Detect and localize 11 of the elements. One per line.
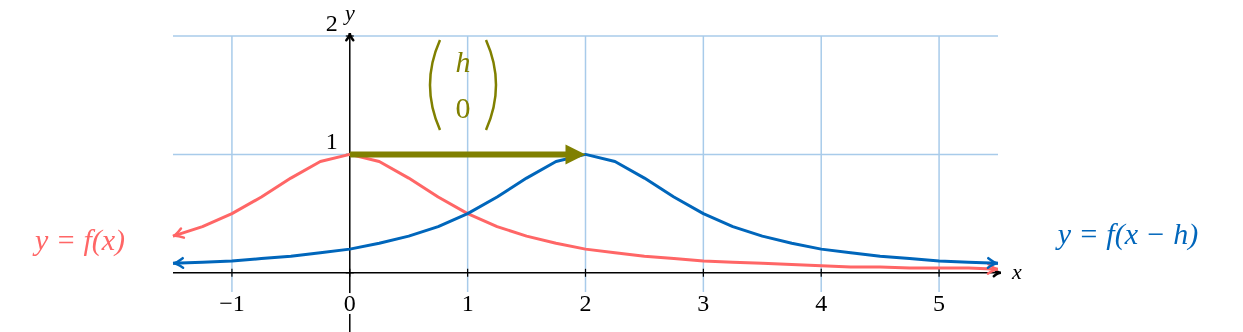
x-tick-label: 5 [933,289,946,316]
y-axis-title: y [342,0,355,25]
x-tick-label: 3 [697,289,710,316]
x-tick-label: 1 [461,289,474,316]
x-axis-title: x [1011,258,1022,284]
text: y = f(x − h) [1054,217,1199,251]
x-tick-label: 2 [579,289,592,316]
annotation: h 0 [455,45,471,124]
x-tick-label: 4 [815,289,828,316]
legend-label: y = f(x) [31,223,126,257]
x-tick-label: −1 [219,289,245,316]
